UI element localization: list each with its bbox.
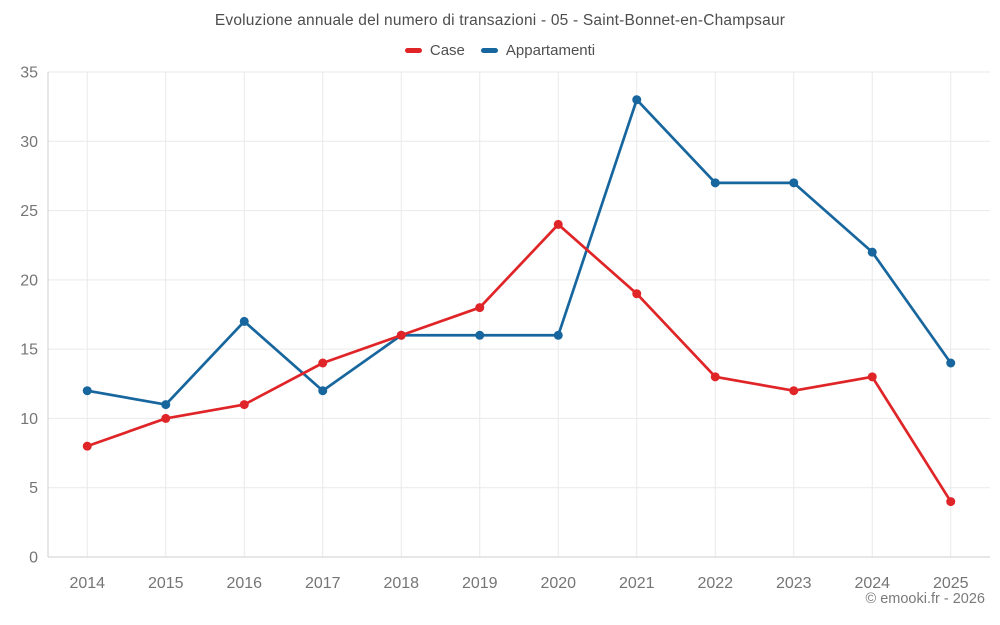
data-point-appartamenti-2025[interactable] — [946, 358, 956, 368]
y-tick-label: 5 — [29, 480, 38, 497]
data-point-appartamenti-2014[interactable] — [82, 386, 92, 396]
data-point-appartamenti-2024[interactable] — [867, 247, 877, 257]
data-point-case-2015[interactable] — [161, 413, 171, 423]
data-point-case-2025[interactable] — [946, 497, 956, 507]
data-point-case-2019[interactable] — [475, 303, 485, 313]
x-tick-label: 2024 — [854, 575, 890, 592]
y-tick-label: 20 — [20, 272, 38, 289]
data-point-appartamenti-2015[interactable] — [161, 400, 171, 410]
data-point-case-2016[interactable] — [239, 400, 249, 410]
data-point-case-2023[interactable] — [789, 386, 799, 396]
data-point-appartamenti-2023[interactable] — [789, 178, 799, 188]
x-tick-label: 2016 — [226, 575, 262, 592]
data-point-case-2014[interactable] — [82, 441, 92, 451]
y-tick-label: 10 — [20, 411, 38, 428]
x-tick-label: 2019 — [462, 575, 498, 592]
data-point-case-2022[interactable] — [710, 372, 720, 382]
data-point-appartamenti-2020[interactable] — [553, 330, 563, 340]
copyright-watermark: © emooki.fr - 2026 — [865, 591, 985, 607]
legend-swatch-appartamenti — [480, 48, 498, 53]
data-point-case-2021[interactable] — [632, 289, 642, 299]
data-point-case-2020[interactable] — [553, 219, 563, 229]
x-tick-label: 2015 — [148, 575, 184, 592]
legend-item-case[interactable]: Case — [404, 42, 465, 59]
x-tick-label: 2017 — [305, 575, 341, 592]
x-tick-label: 2020 — [540, 575, 576, 592]
series-line-appartamenti — [85, 98, 953, 406]
data-point-appartamenti-2017[interactable] — [318, 386, 328, 396]
y-tick-label: 30 — [20, 134, 38, 151]
data-point-case-2024[interactable] — [867, 372, 877, 382]
series-line-case — [85, 223, 953, 503]
chart-title: Evoluzione annuale del numero di transaz… — [214, 12, 786, 29]
x-tick-label: 2025 — [933, 575, 969, 592]
data-point-appartamenti-2022[interactable] — [710, 178, 720, 188]
x-tick-label: 2021 — [619, 575, 655, 592]
data-point-appartamenti-2016[interactable] — [239, 316, 249, 326]
legend-label: Appartamenti — [505, 42, 596, 59]
y-tick-label: 15 — [20, 342, 38, 359]
data-point-appartamenti-2019[interactable] — [475, 330, 485, 340]
x-tick-label: 2018 — [383, 575, 419, 592]
x-tick-label: 2022 — [697, 575, 733, 592]
legend-swatch-case — [404, 48, 422, 53]
legend-item-appartamenti[interactable]: Appartamenti — [480, 42, 596, 59]
y-tick-label: 25 — [20, 203, 38, 220]
data-point-appartamenti-2021[interactable] — [632, 95, 642, 105]
chart-legend: Case Appartamenti — [0, 42, 1000, 59]
x-tick-label: 2014 — [69, 575, 105, 592]
data-point-case-2018[interactable] — [396, 330, 406, 340]
legend-label: Case — [429, 42, 465, 59]
y-tick-label: 0 — [29, 550, 38, 567]
x-tick-label: 2023 — [776, 575, 812, 592]
data-point-case-2017[interactable] — [318, 358, 328, 368]
y-tick-label: 35 — [20, 65, 38, 82]
